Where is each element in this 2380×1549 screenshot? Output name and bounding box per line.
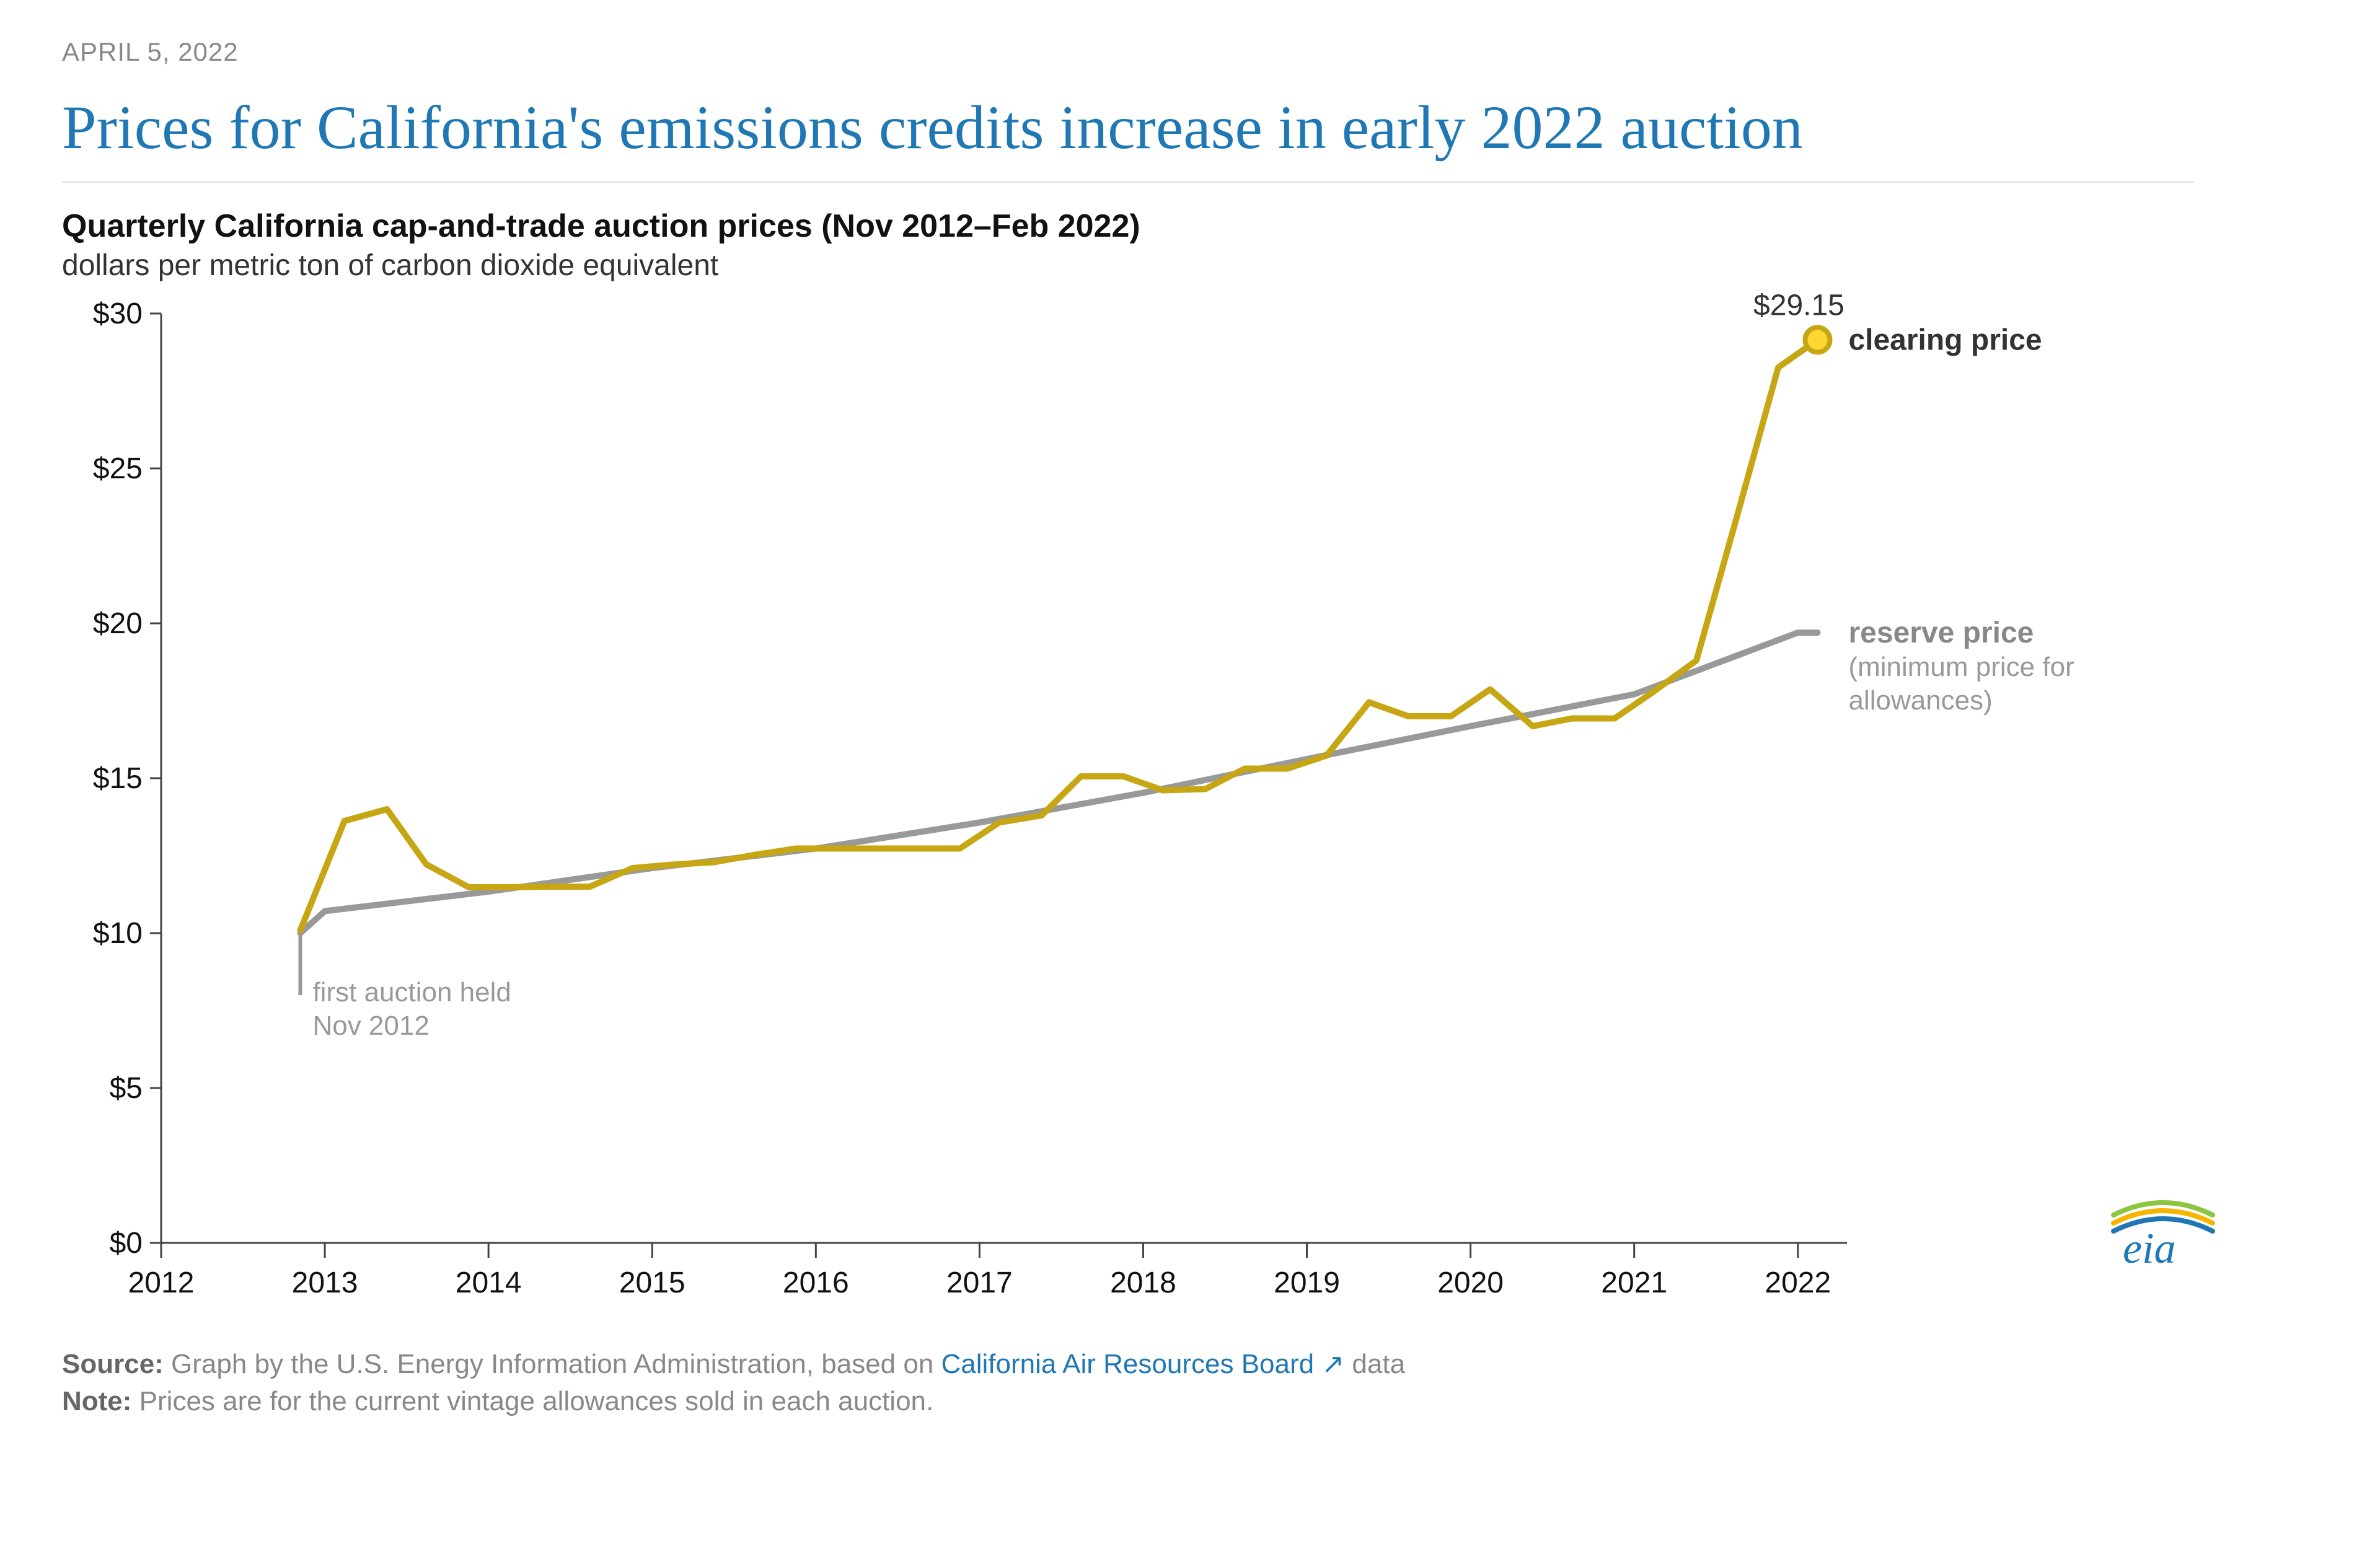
svg-text:$5: $5	[110, 1072, 143, 1105]
article-headline: Prices for California's emissions credit…	[62, 92, 2194, 163]
source-link[interactable]: California Air Resources Board ↗	[941, 1349, 1345, 1379]
svg-text:2017: 2017	[946, 1266, 1013, 1299]
svg-text:$30: $30	[93, 297, 143, 330]
svg-text:2013: 2013	[292, 1266, 358, 1299]
svg-text:2012: 2012	[128, 1266, 195, 1299]
chart-note: Note: Prices are for the current vintage…	[62, 1386, 2194, 1417]
svg-text:(minimum price for: (minimum price for	[1848, 652, 2074, 682]
source-text-before: Graph by the U.S. Energy Information Adm…	[164, 1349, 941, 1379]
note-text: Prices are for the current vintage allow…	[131, 1386, 933, 1416]
svg-text:2014: 2014	[456, 1266, 522, 1299]
eia-logo: eia	[2107, 1193, 2219, 1268]
source-text-after: data	[1344, 1349, 1405, 1379]
svg-text:$10: $10	[93, 917, 143, 950]
note-prefix: Note:	[62, 1386, 131, 1416]
svg-text:$25: $25	[93, 452, 143, 485]
svg-text:2018: 2018	[1110, 1266, 1176, 1299]
svg-text:2016: 2016	[783, 1266, 849, 1299]
chart-title: Quarterly California cap-and-trade aucti…	[62, 208, 2194, 245]
divider	[62, 182, 2194, 183]
chart-container: $0 $5 $10 $15 $20 $25 $30 2012 2013 2014 2015 2016 2…	[62, 289, 2231, 1342]
svg-text:$20: $20	[93, 607, 143, 640]
svg-text:Nov 2012: Nov 2012	[312, 1011, 429, 1041]
svg-text:clearing price: clearing price	[1848, 324, 2042, 357]
line-chart: $0 $5 $10 $15 $20 $25 $30 2012 2013 2014 2015 2016 2…	[62, 289, 2231, 1342]
svg-text:2022: 2022	[1765, 1266, 1831, 1299]
svg-text:reserve price: reserve price	[1848, 617, 2034, 649]
svg-text:eia: eia	[2123, 1225, 2176, 1268]
svg-text:first auction held: first auction held	[312, 977, 511, 1007]
svg-text:allowances): allowances)	[1848, 685, 1992, 716]
svg-text:2015: 2015	[619, 1266, 685, 1299]
article-date: APRIL 5, 2022	[62, 37, 2194, 67]
svg-text:2020: 2020	[1437, 1266, 1504, 1299]
svg-text:2019: 2019	[1274, 1266, 1340, 1299]
source-prefix: Source:	[62, 1349, 164, 1379]
chart-subtitle: dollars per metric ton of carbon dioxide…	[62, 248, 2194, 283]
chart-source: Source: Graph by the U.S. Energy Informa…	[62, 1348, 2194, 1380]
svg-text:$15: $15	[93, 762, 143, 795]
svg-text:2021: 2021	[1601, 1266, 1667, 1299]
svg-text:$0: $0	[110, 1227, 143, 1260]
svg-text:$29.15: $29.15	[1753, 289, 1844, 322]
